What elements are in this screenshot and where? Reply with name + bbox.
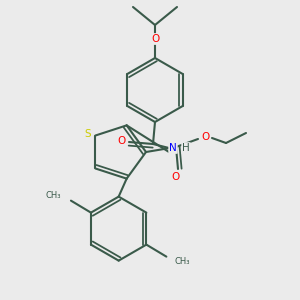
Text: O: O [151,34,159,44]
Text: O: O [172,172,180,182]
Text: CH₃: CH₃ [174,257,190,266]
Text: N: N [169,143,177,153]
Text: O: O [201,132,209,142]
Text: H: H [182,143,190,153]
Text: CH₃: CH₃ [45,191,61,200]
Text: S: S [84,128,91,139]
Text: O: O [118,136,126,146]
